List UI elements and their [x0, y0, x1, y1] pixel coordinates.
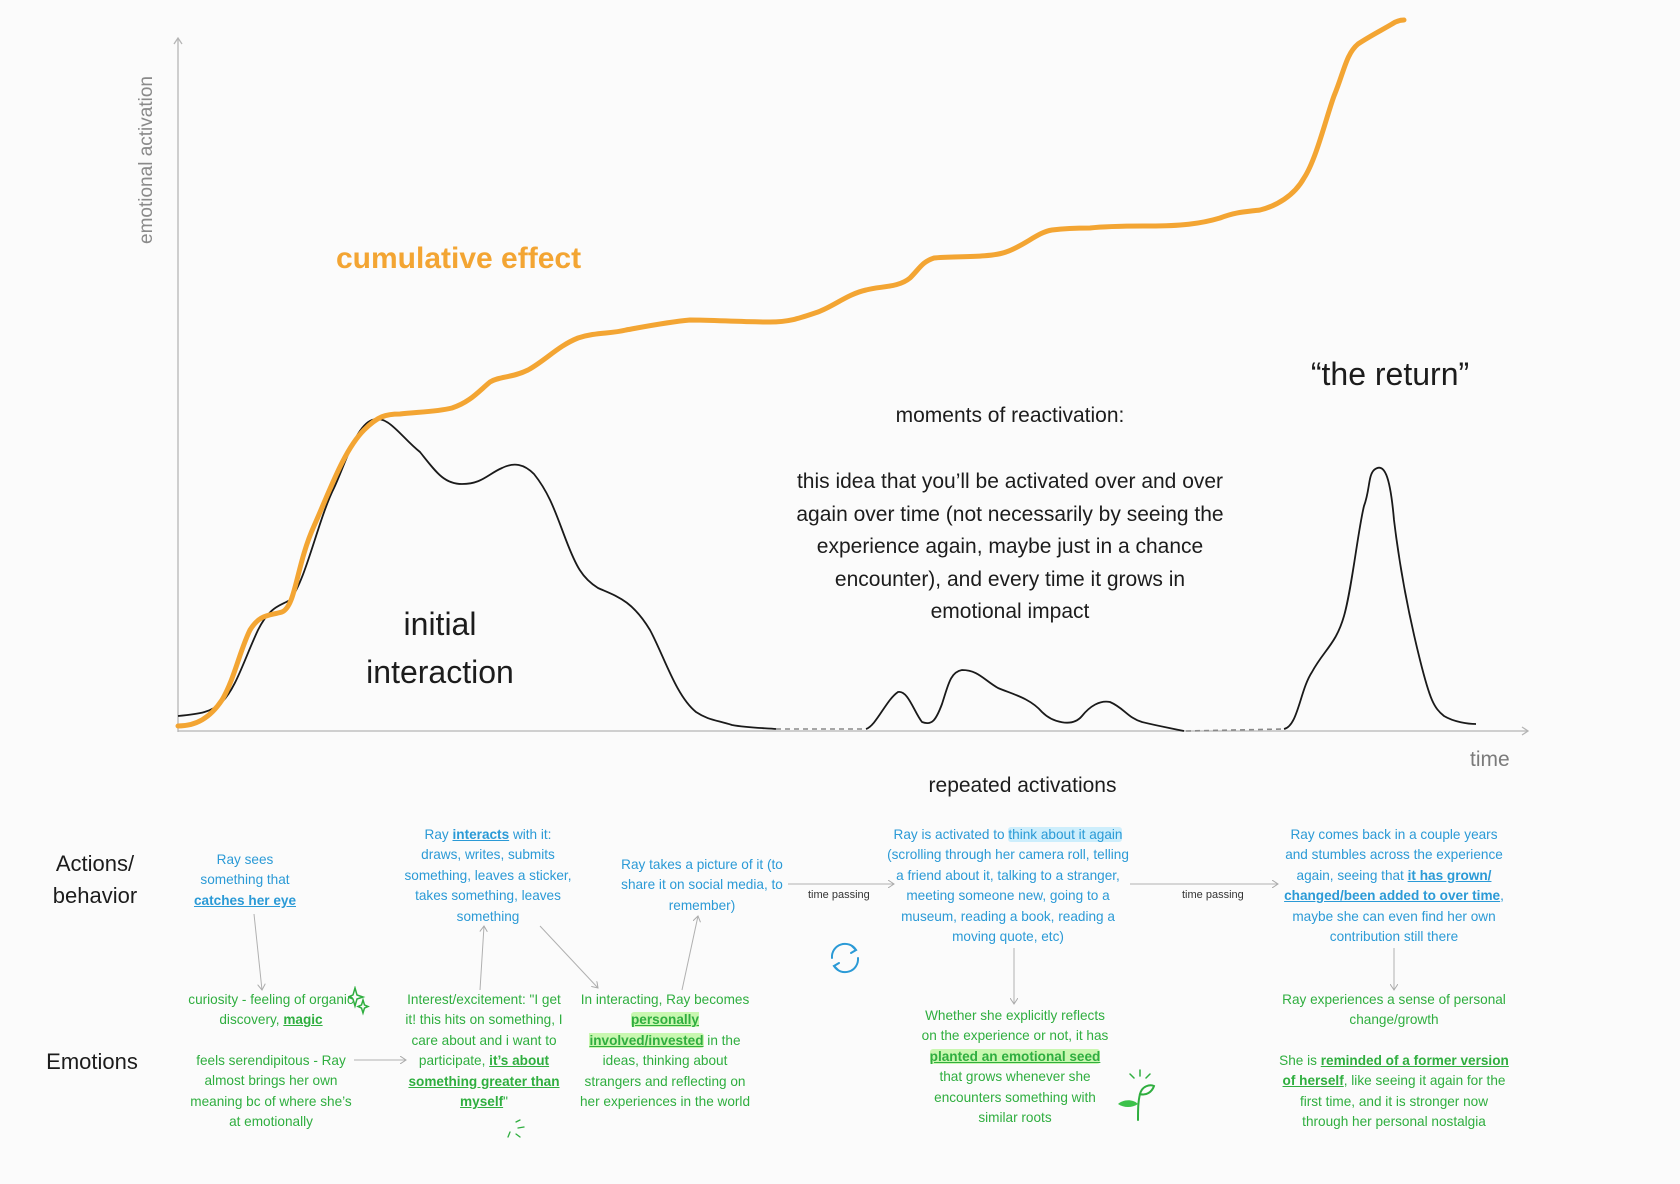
- note-action-comes-back: Ray comes back in a couple years and stu…: [1284, 827, 1504, 945]
- arrow-e3-a3: [681, 916, 698, 991]
- note-emotion-seed: Whether she explicitly reflects on the e…: [921, 1008, 1109, 1126]
- initial-interaction-label: initial interaction: [340, 600, 540, 696]
- note-action-sees: Ray sees something that catches her eye: [193, 852, 297, 908]
- note-emotion-invested: In interacting, Ray becomes personally i…: [580, 992, 751, 1110]
- burst-icon: [507, 1119, 525, 1138]
- x-axis-arrow: [1521, 726, 1530, 736]
- note-emotion-growth: Ray experiences a sense of personal chan…: [1282, 992, 1506, 1028]
- activation-dash-2: [1185, 728, 1285, 732]
- note-action-activated: Ray is activated to think about it again…: [887, 827, 1129, 945]
- x-axis-label: time: [1470, 748, 1510, 771]
- sparkle-icon: [348, 986, 370, 1016]
- note-emotion-serendipitous: feels serendipitous - Ray almost brings …: [190, 1053, 352, 1130]
- y-axis-label: emotional activation: [136, 76, 157, 244]
- repeated-activations-label: repeated activations: [928, 774, 1117, 797]
- time-passing-label-1: time passing: [808, 889, 870, 901]
- note-action-interacts: Ray interacts with it: draws, writes, su…: [404, 827, 572, 924]
- initial-line-1: initial: [403, 606, 477, 642]
- note-emotion-reminded: She is reminded of a former version of h…: [1279, 1053, 1509, 1130]
- time-passing-label-2: time passing: [1182, 889, 1244, 901]
- sprout-icon: [1118, 1069, 1156, 1121]
- arrow-a1-e1: [253, 913, 262, 990]
- note-emotion-curiosity: curiosity - feeling of organic discovery…: [188, 992, 354, 1028]
- activation-curve-return: [1283, 466, 1477, 730]
- note-emotion-interest: Interest/excitement: "I get it! this hit…: [405, 992, 563, 1110]
- emotions-row-label: Emotions: [46, 1049, 138, 1074]
- arrow-a2-e3: [539, 925, 598, 988]
- the-return-label: “the return”: [1310, 356, 1470, 392]
- actions-line-2: behavior: [52, 883, 138, 908]
- activation-curve-initial: [177, 418, 777, 730]
- activation-curve-reactivation: [865, 669, 1185, 732]
- actions-row-label: Actions/ behavior: [40, 848, 150, 912]
- note-action-picture: Ray takes a picture of it (to share it o…: [621, 857, 783, 913]
- y-axis-arrow: [173, 36, 183, 45]
- refresh-cycle-icon: [830, 942, 860, 974]
- cumulative-curve: [175, 17, 1407, 729]
- arrow-e2-a2: [479, 926, 484, 991]
- actions-line-1: Actions/: [55, 851, 135, 876]
- cumulative-effect-label: cumulative effect: [336, 242, 582, 275]
- moments-body: this idea that you’ll be activated over …: [796, 470, 1224, 623]
- moments-title: moments of reactivation:: [895, 404, 1125, 427]
- initial-line-2: interaction: [366, 654, 514, 690]
